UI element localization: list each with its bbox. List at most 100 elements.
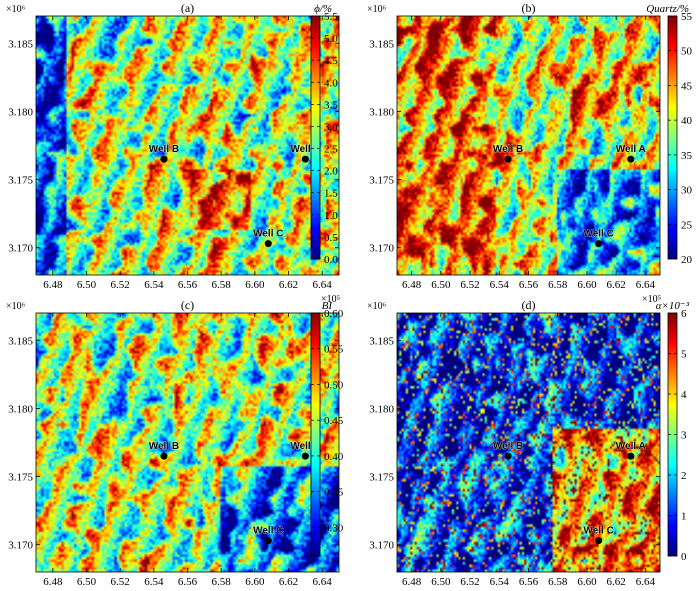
colorbar-tick-label: 5.0 [324, 33, 338, 45]
colorbar-tick-label: 2.5 [324, 144, 338, 156]
y-tick-label: 3.175 [369, 175, 394, 187]
well-marker [595, 240, 603, 248]
colorbar-tick-label: 20 [681, 254, 693, 266]
well-marker [595, 537, 603, 545]
colorbar [310, 312, 321, 557]
y-tick-label: 3.170 [8, 243, 33, 255]
panel-title: (a) [181, 1, 194, 15]
panel-title: (b) [522, 1, 536, 15]
colorbar-tick-label: 0.60 [324, 308, 344, 320]
well-marker [627, 452, 635, 460]
y-tick-label: 3.175 [369, 472, 394, 484]
x-tick-label: 6.54 [490, 576, 510, 588]
y-tick-label: 3.180 [8, 106, 33, 118]
well-marker [504, 452, 512, 460]
y-tick-label: 3.185 [369, 335, 394, 347]
colorbar-tick-label: 1.5 [324, 188, 338, 200]
y-tick-label: 3.180 [8, 403, 33, 415]
heatmap-field [397, 16, 660, 275]
colorbar-tick-label: 0.45 [324, 415, 344, 427]
x-tick-label: 6.60 [245, 279, 265, 291]
well-marker [160, 452, 168, 460]
well-marker [160, 155, 168, 163]
colorbar-tick-label: 0.55 [324, 344, 344, 356]
colorbar-tick-label: 3.0 [324, 121, 338, 133]
x-tick-label: 6.54 [490, 279, 510, 291]
x-tick-label: 6.52 [111, 576, 130, 588]
x-tick-label: 6.50 [77, 279, 97, 291]
x-tick-label: 6.64 [636, 279, 656, 291]
panel-title: (c) [181, 298, 194, 312]
x-tick-label: 6.58 [548, 576, 568, 588]
well-label: Well C [583, 229, 613, 240]
x-tick-label: 6.52 [460, 576, 479, 588]
colorbar-tick-label: 5.5 [324, 11, 338, 23]
y-tick-label: 3.180 [369, 403, 394, 415]
well-label: Well A [616, 441, 646, 452]
colorbar [667, 15, 678, 260]
x-tick-label: 6.64 [636, 576, 656, 588]
y-exponent-label: ×10⁶ [367, 4, 387, 15]
well-label: Well B [149, 144, 179, 155]
x-tick-label: 6.58 [212, 576, 232, 588]
colorbar-tick-label: 30 [681, 185, 693, 197]
x-tick-label: 6.62 [607, 279, 626, 291]
y-tick-label: 3.170 [369, 243, 394, 255]
x-tick-label: 6.56 [178, 576, 198, 588]
panel-title: (d) [522, 298, 536, 312]
y-tick-label: 3.185 [8, 335, 33, 347]
chart-panel-d: 6.48 6.50 6.52 6.54 6.56 6.58 6.60 6.62 6.64 3.17… [367, 298, 690, 588]
colorbar-tick-label: 0.40 [324, 451, 344, 463]
y-tick-label: 3.170 [369, 540, 394, 552]
x-tick-label: 6.58 [212, 279, 232, 291]
well-label: Well A [616, 144, 646, 155]
colorbar-tick-label: 2.0 [324, 166, 338, 178]
x-tick-label: 6.54 [144, 279, 164, 291]
heatmap-field [36, 16, 339, 275]
x-exponent-label: ×10⁵ [642, 294, 661, 305]
y-tick-label: 3.180 [369, 106, 394, 118]
x-tick-label: 6.60 [577, 279, 597, 291]
well-marker [264, 240, 272, 248]
y-exponent-label: ×10⁶ [6, 301, 26, 312]
colorbar-tick-label: 0.5 [324, 232, 338, 244]
well-marker [504, 155, 512, 163]
x-tick-label: 6.60 [577, 576, 597, 588]
colorbar-tick-label: 50 [681, 46, 693, 58]
x-tick-label: 6.50 [431, 279, 451, 291]
colorbar-tick-label: 45 [681, 80, 693, 92]
well-label: Well B [493, 144, 523, 155]
colorbar-tick-label: 4.5 [324, 55, 338, 67]
colorbar-tick-label: 40 [681, 115, 693, 127]
colorbar-tick-label: 0.50 [324, 379, 344, 391]
colorbar-tick-label: 1 [681, 511, 687, 523]
well-label: Well A [290, 441, 320, 452]
y-tick-label: 3.185 [8, 38, 33, 50]
well-label: Well B [149, 441, 179, 452]
x-tick-label: 6.48 [402, 279, 422, 291]
colorbar-tick-label: 35 [681, 150, 693, 162]
colorbar-tick-label: 5 [681, 349, 687, 361]
colorbar-tick-label: 0.0 [324, 254, 338, 266]
colorbar-tick-label: 4 [681, 389, 687, 401]
x-tick-label: 6.52 [460, 279, 479, 291]
colorbar-tick-label: 4.0 [324, 77, 338, 89]
well-label: Well B [493, 441, 523, 452]
x-tick-label: 6.56 [519, 279, 539, 291]
x-tick-label: 6.50 [77, 576, 97, 588]
colorbar-tick-label: 3 [681, 430, 687, 442]
x-tick-label: 6.62 [607, 576, 626, 588]
x-tick-label: 6.48 [43, 576, 63, 588]
x-tick-label: 6.62 [279, 576, 298, 588]
y-exponent-label: ×10⁶ [367, 301, 387, 312]
x-tick-label: 6.48 [402, 576, 422, 588]
well-marker [627, 155, 635, 163]
colorbar-tick-label: 1.0 [324, 210, 338, 222]
colorbar-tick-label: 55 [681, 11, 693, 23]
colorbar-tick-label: 0 [681, 551, 687, 563]
x-exponent-label: ×10⁵ [321, 294, 340, 305]
x-tick-label: 6.50 [431, 576, 451, 588]
colorbar-tick-label: 3.5 [324, 99, 338, 111]
colorbar-tick-label: 0.35 [324, 487, 344, 499]
